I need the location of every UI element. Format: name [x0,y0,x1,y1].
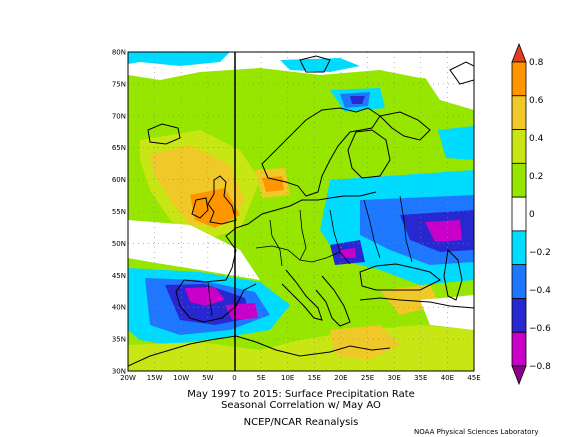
colorbar [511,42,527,386]
colorbar-segment [511,129,527,164]
colorbar-label: 0.4 [529,134,544,144]
colorbar-label: −0.4 [529,286,551,296]
lon-label: 25E [361,374,374,382]
lat-label: 70N [112,112,126,120]
precipitation-correlation-field [128,52,474,371]
credit-text: NOAA Physical Sciences Laboratory [414,428,539,436]
colorbar-segment [511,95,527,130]
colorbar-label: −0.8 [529,362,551,372]
colorbar-label: 0.6 [529,96,544,106]
lon-label: 40E [441,374,454,382]
lon-label: 45E [467,374,480,382]
colorbar-segment [511,162,527,198]
caption-subtitle: Seasonal Correlation w/ May AO [221,400,381,411]
lat-label: 60N [112,176,126,184]
coastlines [128,55,474,367]
lat-label: 80N [112,49,126,57]
lon-label: 5W [202,374,213,382]
lon-label: 35E [414,374,427,382]
colorbar-segment [511,298,527,333]
colorbar-label: 0 [529,210,535,220]
colorbar-label: 0.2 [529,172,543,182]
lat-label: 50N [112,240,126,248]
caption-title: May 1997 to 2015: Surface Precipitation … [187,389,415,400]
colorbar-segment [511,264,527,299]
lon-label: 20E [334,374,347,382]
lat-label: 65N [112,144,126,152]
colorbar-label: −0.2 [529,248,551,258]
colorbar-top-arrow [511,42,527,63]
lat-label: 30N [112,368,126,376]
colorbar-segment [511,196,527,232]
colorbar-label: −0.6 [529,324,551,334]
lon-label: 5E [257,374,266,382]
lon-label: 15E [308,374,321,382]
lat-label: 35N [112,336,126,344]
colorbar-segment [511,331,527,367]
lat-label: 45N [112,272,126,280]
lon-label: 20W [120,374,136,382]
colorbar-label: 0.8 [529,58,544,68]
colorbar-segment [511,230,527,266]
lon-label: 10E [281,374,294,382]
map-frame [127,51,475,372]
lon-label: 30E [387,374,400,382]
lat-label: 40N [112,304,126,312]
lat-label: 75N [112,80,126,88]
lon-label: 0 [232,374,236,382]
lat-label: 55N [112,208,126,216]
latitude-labels: 80N 75N 70N 65N 60N 55N 50N 45N 40N 35N 30N [112,49,126,376]
colorbar-segment [511,61,527,97]
colorbar-bottom-arrow [511,365,527,386]
caption-dataset: NCEP/NCAR Reanalysis [243,417,359,428]
longitude-labels: 20W 15W 10W 5W 0 5E 10E 15E 20E 25E 30E 35E 40E 45E [120,374,481,382]
colorbar-labels: 0.8 0.6 0.4 0.2 0 −0.2 −0.4 −0.6 −0.8 [529,58,551,372]
lon-label: 10W [173,374,189,382]
lon-label: 15W [147,374,163,382]
